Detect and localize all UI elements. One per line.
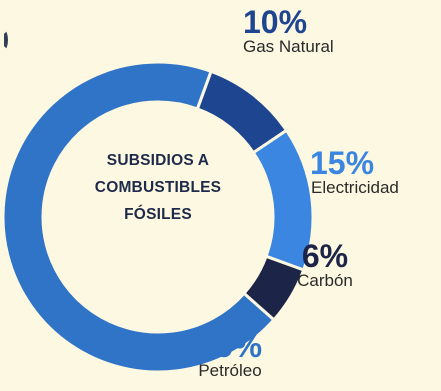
cropped-text-fragment [0,30,8,50]
slice-label-electricidad: 15% Electricidad [308,147,399,198]
chart-title: SUBSIDIOS A COMBUSTIBLES FÓSILES [94,152,222,223]
slice-label-petroleo: 69% Petróleo [180,330,280,381]
slice-name-electricidad: Electricidad [311,178,399,197]
slice-petroleo [1,60,276,374]
slice-value-electricidad: 15% [310,145,375,181]
slice-name-gas-natural: Gas Natural [243,37,334,56]
slice-label-gas-natural: 10% Gas Natural [243,6,334,57]
slice-label-carbon: 6% Carbón [290,240,360,291]
slice-value-carbon: 6% [301,238,349,274]
slice-value-gas-natural: 10% [243,4,308,40]
slice-name-carbon: Carbón [297,271,353,290]
donut-slices [1,60,315,374]
slice-value-petroleo: 69% [197,328,263,364]
slice-name-petroleo: Petróleo [198,361,262,380]
